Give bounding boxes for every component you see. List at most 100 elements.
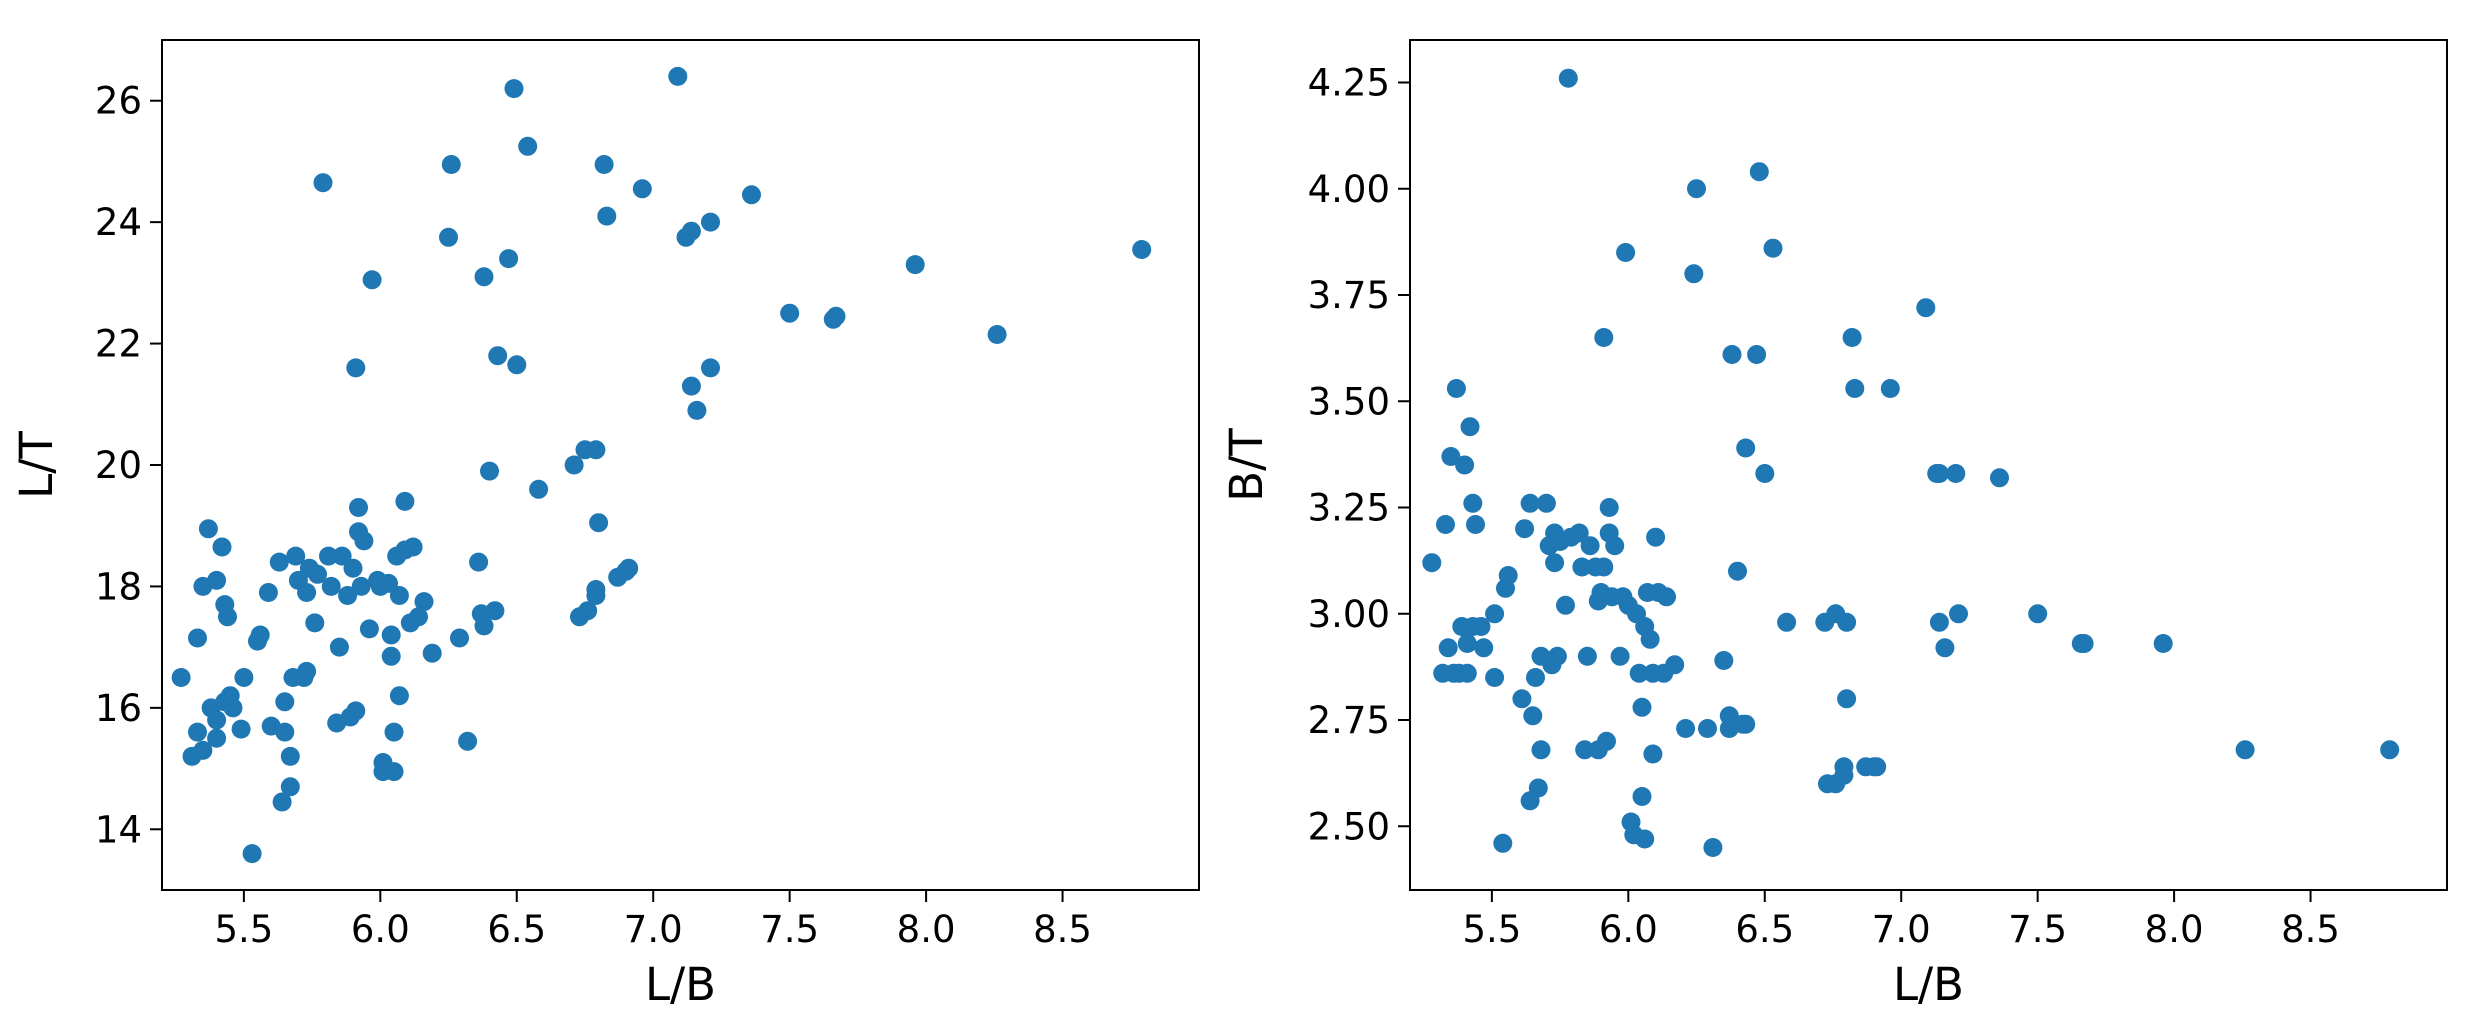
data-point <box>2380 740 2400 760</box>
data-point <box>1867 757 1887 777</box>
data-point <box>329 637 349 657</box>
data-point <box>632 179 652 199</box>
data-point <box>354 531 374 551</box>
y-tick-label: 3.50 <box>1308 380 1390 423</box>
data-point <box>346 701 366 721</box>
y-tick-label: 4.00 <box>1308 168 1390 211</box>
data-point <box>504 79 524 99</box>
y-tick-label: 2.50 <box>1308 805 1390 848</box>
data-point <box>1572 557 1592 577</box>
data-point <box>1665 655 1685 675</box>
data-point <box>308 564 327 584</box>
data-point <box>987 325 1007 344</box>
data-point <box>1536 493 1556 513</box>
data-point <box>1935 638 1955 658</box>
data-point <box>1916 298 1936 318</box>
data-point <box>2235 740 2255 760</box>
y-tick-label: 3.75 <box>1308 274 1390 317</box>
data-point <box>474 616 494 636</box>
data-point <box>2153 634 2173 653</box>
x-tick-label: 6.5 <box>1735 908 1794 951</box>
data-point <box>1556 595 1575 615</box>
data-point <box>1605 536 1625 556</box>
data-point <box>242 844 262 864</box>
data-point <box>1728 561 1747 581</box>
data-point <box>275 722 295 742</box>
data-point <box>1545 553 1565 573</box>
right-scatter-plot: 5.5 6.0 6.5 7.0 7.5 8.0 8.5 2.50 2.75 3.00 3.25 3.5… <box>1220 39 2448 1011</box>
data-point <box>188 628 207 648</box>
y-tick-label: 14 <box>95 808 142 851</box>
data-point <box>1422 553 1442 573</box>
data-point <box>1498 566 1518 585</box>
data-point <box>275 692 295 712</box>
data-point <box>403 537 423 557</box>
data-point <box>1597 731 1616 751</box>
data-point <box>389 586 409 605</box>
data-point <box>207 710 227 730</box>
data-point <box>619 558 639 578</box>
data-point <box>286 546 306 566</box>
data-point <box>1929 612 1949 632</box>
data-point <box>469 552 489 572</box>
y-tick-label: 22 <box>95 323 142 366</box>
data-point <box>297 583 317 602</box>
data-point <box>1485 604 1505 624</box>
data-point <box>518 136 538 156</box>
data-point <box>742 185 761 205</box>
x-axis-label: L/B <box>1893 958 1964 1011</box>
data-point <box>1842 328 1862 347</box>
data-point <box>507 355 527 375</box>
data-point <box>668 66 688 86</box>
data-point <box>594 155 614 174</box>
data-point <box>1528 778 1548 798</box>
data-point <box>1512 689 1532 709</box>
data-point <box>171 668 191 687</box>
data-point <box>414 592 434 612</box>
data-point <box>1523 706 1543 726</box>
y-tick-label: 3.00 <box>1308 593 1390 636</box>
data-point <box>297 661 317 681</box>
data-point <box>2028 604 2048 624</box>
data-point <box>231 719 251 739</box>
x-tick-label: 7.5 <box>760 908 819 951</box>
data-point <box>321 576 341 596</box>
data-point <box>1580 536 1600 556</box>
data-point <box>384 762 404 782</box>
data-point <box>485 601 505 621</box>
data-point <box>1457 663 1477 683</box>
data-point <box>687 400 707 420</box>
data-point <box>332 546 352 566</box>
data-point <box>1990 468 2009 488</box>
data-point <box>1646 527 1666 547</box>
data-point <box>280 777 300 797</box>
axes-frame <box>161 39 1200 891</box>
y-tick-label: 26 <box>95 80 142 123</box>
data-point <box>681 221 701 241</box>
data-point <box>1687 179 1706 199</box>
data-point <box>1132 240 1152 259</box>
x-tick-label: 8.5 <box>2281 908 2340 951</box>
x-tick-label: 8.5 <box>1033 908 1092 951</box>
data-point <box>578 601 598 621</box>
data-point <box>1643 744 1663 764</box>
data-point <box>1526 668 1545 687</box>
data-point <box>1471 617 1491 636</box>
data-point <box>305 613 325 633</box>
x-tick-label: 7.0 <box>624 908 683 951</box>
data-point <box>379 573 398 593</box>
data-point <box>1747 345 1767 364</box>
data-point <box>780 303 800 323</box>
data-point <box>1463 493 1483 513</box>
data-point <box>1616 243 1636 262</box>
data-point <box>272 792 292 812</box>
data-point <box>1777 612 1797 632</box>
data-point <box>458 731 478 751</box>
data-point <box>338 586 358 605</box>
data-point <box>250 625 270 645</box>
data-point <box>701 212 720 232</box>
data-point <box>1457 634 1477 653</box>
data-point <box>409 607 428 627</box>
data-point <box>1703 838 1723 857</box>
data-point <box>280 746 300 766</box>
